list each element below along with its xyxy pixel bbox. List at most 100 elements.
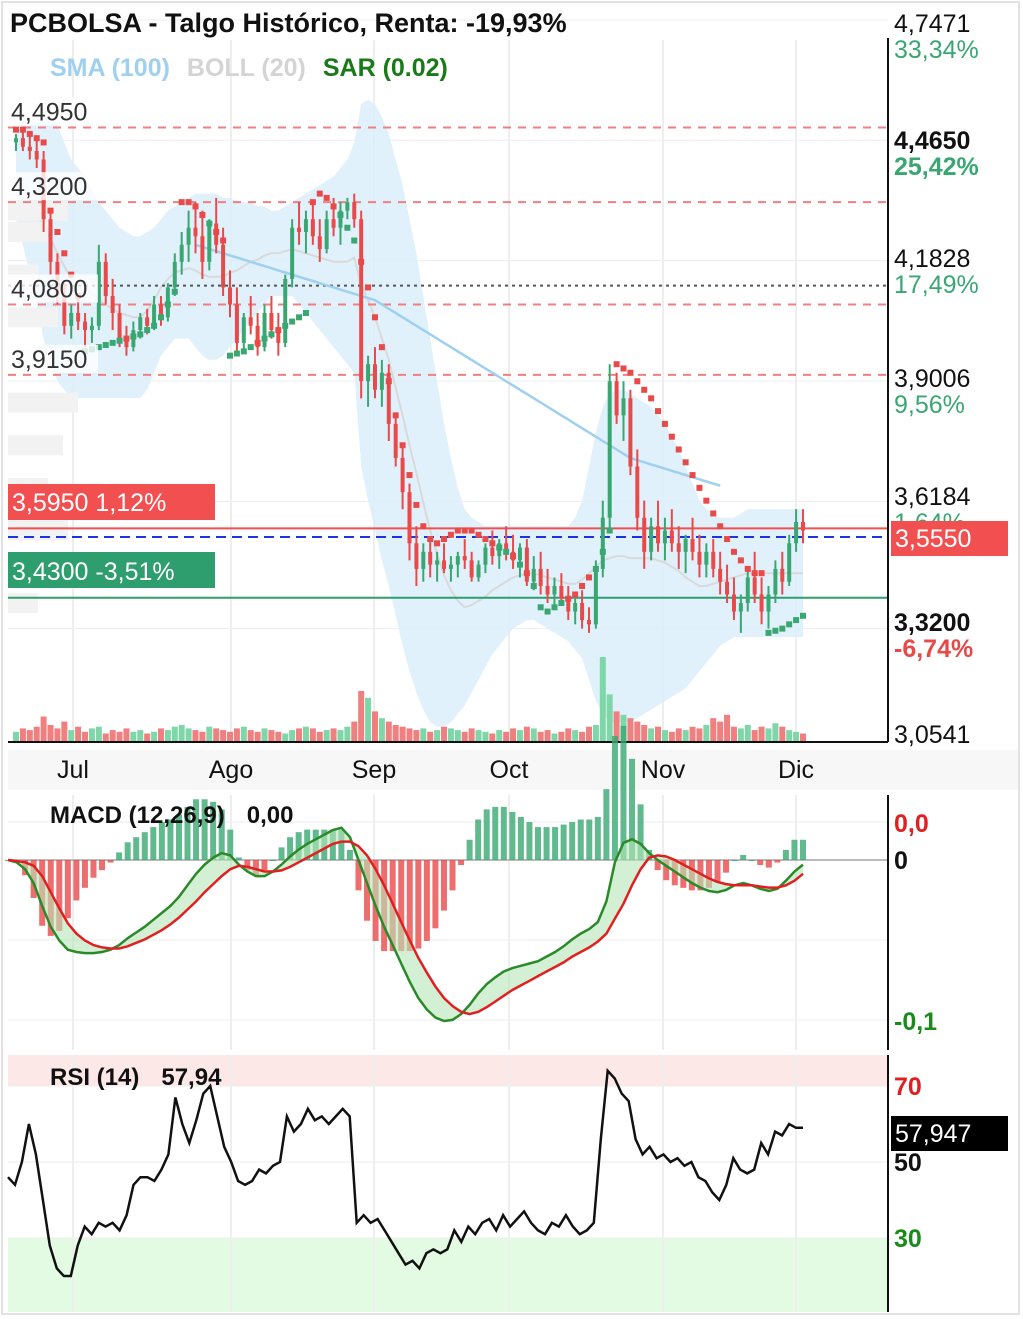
candle-body xyxy=(448,564,453,569)
volume-bar xyxy=(365,697,372,742)
sar-dot xyxy=(13,126,19,133)
sar-dot xyxy=(641,386,648,393)
sar-dot xyxy=(551,604,558,611)
candle-body xyxy=(234,304,239,343)
sar-dot xyxy=(751,570,758,577)
sar-dot xyxy=(558,600,565,607)
volume-bar xyxy=(710,718,717,742)
volume-bar xyxy=(599,657,606,742)
candle-body xyxy=(414,543,419,569)
candle-body xyxy=(338,210,343,228)
macd-histogram-bar xyxy=(99,860,106,871)
candle-body xyxy=(193,227,198,237)
volume-bar xyxy=(668,731,675,742)
sar-dot xyxy=(572,591,579,598)
sar-dot xyxy=(282,322,289,329)
sar-dot xyxy=(544,608,551,615)
macd-histogram-bar xyxy=(415,860,422,949)
sar-dot xyxy=(337,211,344,218)
candle-body xyxy=(718,568,723,582)
macd-histogram-bar xyxy=(458,860,465,866)
volume-bar xyxy=(254,731,261,742)
sar-dot xyxy=(710,510,717,517)
sar-dot xyxy=(434,540,441,547)
macd-histogram-bar xyxy=(201,799,208,860)
level-label: 4,3200 xyxy=(11,173,87,201)
macd-histogram-bar xyxy=(141,832,148,860)
macd-histogram-bar xyxy=(782,849,789,860)
candle-body xyxy=(642,517,647,552)
candle-body xyxy=(228,287,233,305)
volume-bar xyxy=(351,721,358,742)
volume-bar xyxy=(337,730,344,742)
candle-body xyxy=(462,556,467,561)
macd-histogram-bar xyxy=(218,809,225,860)
macd-panel: 0,00-0,1 xyxy=(5,725,937,1050)
sar-dot xyxy=(758,570,765,577)
volume-bar xyxy=(33,726,40,742)
volume-bar xyxy=(157,728,164,742)
volume-bar xyxy=(689,726,696,742)
candle-body xyxy=(407,492,412,544)
candle-body xyxy=(428,551,433,565)
macd-histogram-bar xyxy=(175,814,182,860)
candle-body xyxy=(759,594,764,612)
volume-profile-bar xyxy=(8,200,68,221)
month-label: Nov xyxy=(641,756,686,784)
volume-bar xyxy=(434,730,441,742)
volume-bar xyxy=(40,716,47,742)
sar-dot xyxy=(489,540,496,547)
volume-bar xyxy=(406,728,413,742)
month-label: Sep xyxy=(352,756,396,784)
volume-profile-bar xyxy=(8,221,48,242)
volume-bar xyxy=(309,728,316,742)
level-label-bg xyxy=(8,172,98,201)
candle-body xyxy=(103,261,108,296)
candle-body xyxy=(600,517,605,569)
volume-bar xyxy=(558,731,565,742)
candle-body xyxy=(262,313,267,348)
macd-histogram-bar xyxy=(543,827,550,860)
candle-body xyxy=(179,244,184,262)
volume-bar xyxy=(579,731,586,742)
macd-histogram-bar xyxy=(509,811,516,860)
sar-dot xyxy=(289,318,296,325)
candle-body xyxy=(524,547,529,582)
volume-bar xyxy=(703,725,710,742)
volume-bar xyxy=(378,718,385,742)
volume-bar xyxy=(793,731,800,742)
volume-bar xyxy=(171,726,178,742)
candle-body xyxy=(62,295,67,326)
volume-bar xyxy=(289,730,296,742)
candle-body xyxy=(76,313,81,322)
candle-body xyxy=(738,603,743,612)
candle-body xyxy=(662,530,667,544)
candle-body xyxy=(34,150,39,160)
volume-profile-bar xyxy=(8,435,63,456)
macd-histogram-bar xyxy=(193,799,200,860)
sar-dot xyxy=(496,544,503,551)
sar-dot xyxy=(392,412,399,419)
sar-dot xyxy=(378,344,385,351)
sar-dot xyxy=(579,582,586,589)
candle-body xyxy=(442,560,447,569)
volume-bar xyxy=(765,728,772,742)
volume-bar xyxy=(47,725,54,742)
volume-bar xyxy=(199,731,206,742)
macd-histogram-bar xyxy=(723,860,730,873)
macd-line xyxy=(7,826,804,1023)
chart-title: PCBOLSA - Talgo Histórico, Renta: -19,93… xyxy=(10,8,567,38)
sar-dot xyxy=(475,531,482,538)
sar-dot xyxy=(130,333,137,340)
volume-bar xyxy=(468,728,475,742)
candle-body xyxy=(745,577,750,604)
volume-bar xyxy=(178,725,185,742)
sar-dot xyxy=(793,617,800,624)
volume-bar xyxy=(510,728,517,742)
macd-histogram-bar xyxy=(167,819,174,860)
price-axis-pct: -6,74% xyxy=(894,635,973,663)
candle-body xyxy=(20,138,25,147)
volume-bar xyxy=(13,731,19,742)
macd-title: MACD (12,26,9) 0,00 xyxy=(50,802,315,830)
sar-dot xyxy=(510,553,517,560)
